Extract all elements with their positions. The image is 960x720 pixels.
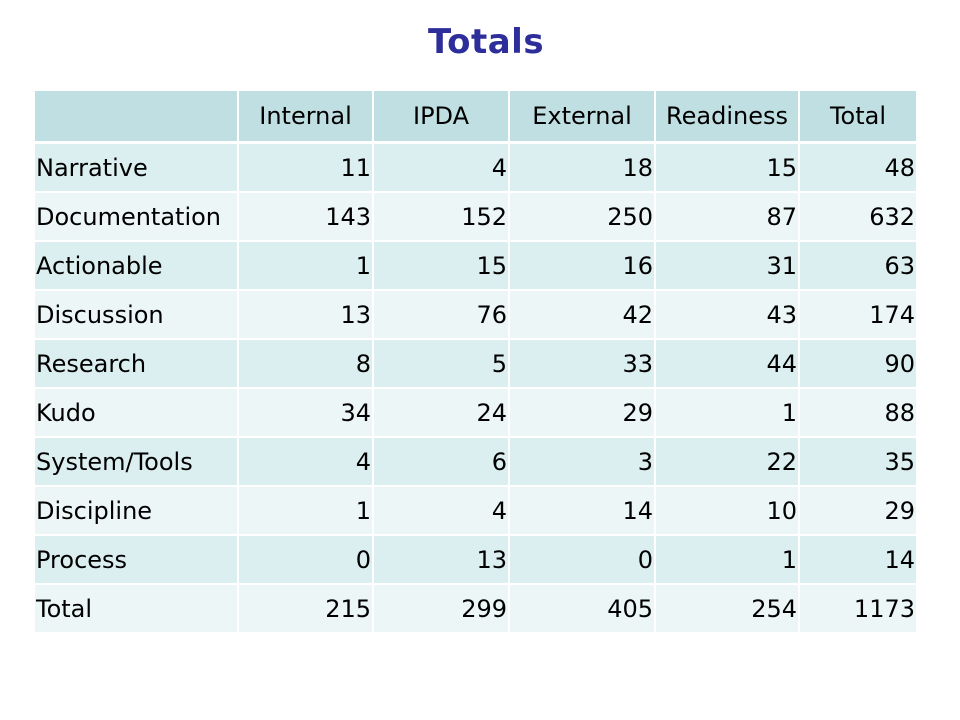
table-cell: 14 [800,536,916,585]
table-cell: 31 [656,242,800,291]
page-title: Totals [427,22,545,62]
row-label: Process [35,536,239,585]
row-label: Documentation [35,193,239,242]
table-cell: 15 [374,242,510,291]
table-cell: 24 [374,389,510,438]
row-label: Discipline [35,487,239,536]
table-cell: 16 [510,242,656,291]
column-header: Total [800,91,916,144]
table-row: Research 8 5 33 44 90 [35,340,916,389]
table-cell: 632 [800,193,916,242]
table-cell: 6 [374,438,510,487]
table-cell: 4 [239,438,374,487]
table-cell: 250 [510,193,656,242]
table-cell: 29 [510,389,656,438]
table-row: Total 215 299 405 254 1173 [35,585,916,634]
table-cell: 254 [656,585,800,634]
table-cell: 1 [239,487,374,536]
table-cell: 174 [800,291,916,340]
table-cell: 215 [239,585,374,634]
table-cell: 4 [374,487,510,536]
table-cell: 1 [656,389,800,438]
row-label: Research [35,340,239,389]
table-cell: 1173 [800,585,916,634]
table-cell: 0 [239,536,374,585]
table-cell: 22 [656,438,800,487]
table-row: Narrative 11 4 18 15 48 [35,144,916,193]
table-cell: 299 [374,585,510,634]
table-row: System/Tools 4 6 3 22 35 [35,438,916,487]
column-header: Readiness [656,91,800,144]
table-cell: 143 [239,193,374,242]
table-cell: 18 [510,144,656,193]
table-cell: 13 [374,536,510,585]
table-row: Process 0 13 0 1 14 [35,536,916,585]
row-label: Discussion [35,291,239,340]
table-cell: 43 [656,291,800,340]
row-label: Kudo [35,389,239,438]
column-header: Internal [239,91,374,144]
totals-table-container: Internal IPDA External Readiness Total N… [35,91,916,634]
table-row: Kudo 34 24 29 1 88 [35,389,916,438]
table-row: Discussion 13 76 42 43 174 [35,291,916,340]
table-cell: 8 [239,340,374,389]
row-label: Total [35,585,239,634]
table-cell: 76 [374,291,510,340]
table-cell: 11 [239,144,374,193]
table-cell: 405 [510,585,656,634]
table-header-row: Internal IPDA External Readiness Total [35,91,916,144]
table-cell: 87 [656,193,800,242]
table-cell: 63 [800,242,916,291]
table-row: Discipline 1 4 14 10 29 [35,487,916,536]
table-cell: 10 [656,487,800,536]
table-cell: 4 [374,144,510,193]
table-row: Actionable 1 15 16 31 63 [35,242,916,291]
table-cell: 0 [510,536,656,585]
table-cell: 88 [800,389,916,438]
totals-table: Internal IPDA External Readiness Total N… [35,91,916,634]
table-body: Narrative 11 4 18 15 48 Documentation 143 152 250… [35,144,916,634]
table-cell: 152 [374,193,510,242]
table-cell: 35 [800,438,916,487]
table-cell: 15 [656,144,800,193]
table-cell: 5 [374,340,510,389]
table-cell: 1 [656,536,800,585]
table-cell: 14 [510,487,656,536]
table-row: Documentation 143 152 250 87 632 [35,193,916,242]
table-cell: 44 [656,340,800,389]
table-cell: 34 [239,389,374,438]
table-cell: 42 [510,291,656,340]
table-cell: 1 [239,242,374,291]
table-cell: 29 [800,487,916,536]
table-cell: 48 [800,144,916,193]
column-header: IPDA [374,91,510,144]
table-cell: 90 [800,340,916,389]
row-label: System/Tools [35,438,239,487]
table-cell: 33 [510,340,656,389]
column-header [35,91,239,144]
table-cell: 13 [239,291,374,340]
row-label: Narrative [35,144,239,193]
column-header: External [510,91,656,144]
row-label: Actionable [35,242,239,291]
table-cell: 3 [510,438,656,487]
